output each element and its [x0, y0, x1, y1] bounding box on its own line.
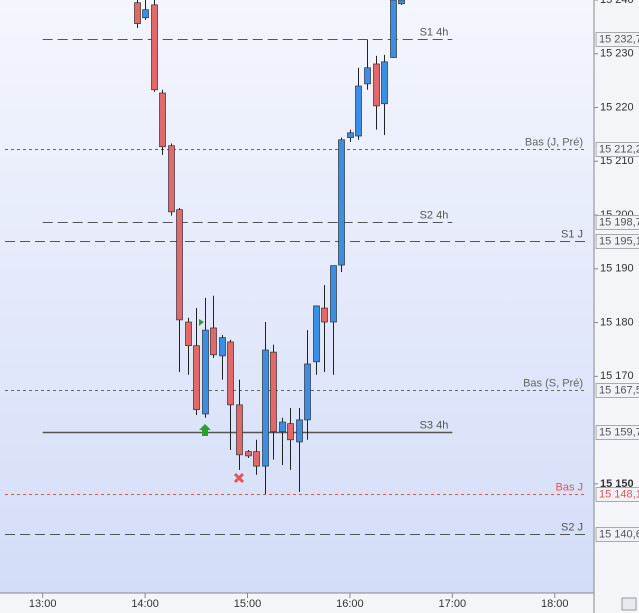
candle-body: [398, 0, 405, 5]
candle-body: [390, 0, 397, 58]
y-axis-panel: [594, 0, 639, 613]
x-tick-label: 18:00: [541, 598, 569, 610]
candle-body: [279, 421, 286, 433]
buy-arrow: [199, 424, 211, 436]
candle-body: [338, 139, 345, 266]
y-tick-label: 15 240: [600, 0, 634, 6]
candle-body: [176, 209, 183, 321]
level-name: Bas J: [555, 481, 583, 493]
corner-button[interactable]: [621, 597, 637, 611]
level-name: Bas (S, Pré): [523, 377, 583, 389]
candle-body: [313, 305, 320, 363]
candle-body: [287, 423, 294, 441]
level-price: 15 232,7: [599, 33, 639, 45]
candle-body: [355, 85, 362, 137]
candle-body: [151, 4, 158, 91]
x-tick-label: 16:00: [336, 598, 364, 610]
candle-body: [142, 9, 149, 19]
level-price: 15 140,6: [599, 528, 639, 540]
x-tick-label: 15:00: [234, 598, 262, 610]
y-tick-label: 15 210: [600, 155, 634, 167]
candle-body: [159, 92, 166, 148]
level-price-box: [595, 487, 639, 502]
x-tick-label: 17:00: [439, 598, 467, 610]
candle-body: [245, 451, 252, 457]
candle-body: [381, 61, 388, 105]
y-tick-label: 15 220: [600, 101, 634, 113]
candle-body: [347, 132, 354, 138]
level-price: 15 159,7: [599, 426, 639, 438]
level-name: S2 4h: [420, 209, 449, 221]
candle-body: [134, 2, 141, 25]
candle-body: [373, 63, 380, 107]
candle-body: [227, 341, 234, 406]
candle-body: [364, 67, 371, 85]
level-price-box: [595, 215, 639, 230]
candle-body: [330, 265, 337, 323]
candle-body: [270, 351, 277, 433]
level-price: 15 167,5: [599, 384, 639, 396]
level-price-box: [595, 383, 639, 398]
level-name: Bas (J, Pré): [525, 136, 583, 148]
level-name: S2 J: [561, 521, 583, 533]
y-tick-label: 15 150: [600, 478, 634, 490]
signal-triangle: [199, 319, 204, 326]
candle-body: [236, 404, 243, 456]
level-price: 15 212,2: [599, 143, 639, 155]
candle-body: [219, 337, 226, 357]
level-price: 15 198,7: [599, 216, 639, 228]
candle-body: [168, 145, 175, 213]
plot-background: [0, 0, 594, 593]
level-price-box: [595, 527, 639, 542]
level-price-box: [595, 32, 639, 47]
level-price: 15 148,1: [599, 488, 639, 500]
level-name: S3 4h: [420, 419, 449, 431]
level-price-box: [595, 142, 639, 157]
level-price: 15 195,1: [599, 235, 639, 247]
candle-body: [185, 321, 192, 347]
level-name: S1 4h: [420, 26, 449, 38]
x-tick-label: 14:00: [131, 598, 159, 610]
y-tick-label: 15 180: [600, 316, 634, 328]
markers: [199, 319, 245, 484]
candle-body: [193, 345, 200, 411]
y-tick-label: 15 170: [600, 370, 634, 382]
level-name: S1 J: [561, 228, 583, 240]
candle-body: [253, 451, 260, 467]
y-tick-label: 15 190: [600, 263, 634, 275]
candle-body: [262, 349, 269, 467]
candle-body: [304, 363, 311, 421]
y-tick-label: 15 230: [600, 48, 634, 60]
candle-body: [321, 307, 328, 323]
x-axis-panel: [0, 593, 639, 613]
level-price-box: [595, 425, 639, 440]
candle-body: [202, 329, 209, 415]
level-price-box: [595, 234, 639, 249]
exit-cross: [233, 472, 245, 484]
x-tick-label: 13:00: [29, 598, 57, 610]
candle-body: [296, 419, 303, 443]
candle-body: [210, 327, 217, 356]
